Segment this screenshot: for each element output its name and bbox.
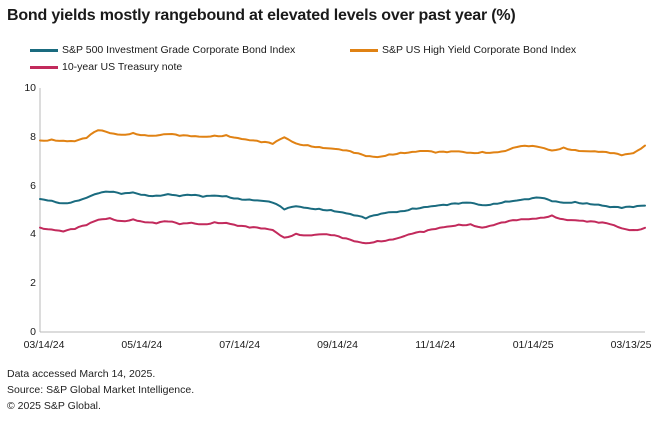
series-line-0 [39,190,646,220]
legend-label-hy-index: S&P US High Yield Corporate Bond Index [382,44,577,56]
legend-item-treasury: 10-year US Treasury note [30,60,182,74]
x-axis-tick-09/14/24: 09/14/24 [317,339,358,351]
legend-label-treasury: 10-year US Treasury note [62,61,183,73]
legend-line-swatch-orange [350,48,378,52]
footnote-data-accessed: Data accessed March 14, 2025. [7,368,156,380]
y-axis-tick-2: 2 [30,277,36,290]
legend-line-swatch-crimson [30,65,58,69]
series-line-1 [39,129,646,159]
x-axis-tick-07/14/24: 07/14/24 [219,339,261,351]
x-axis-tick-11/14/24: 11/14/24 [415,339,456,351]
y-axis-tick-4: 4 [30,228,36,241]
legend-line-swatch-teal [30,48,58,52]
legend-label-ig-index: S&P 500 Investment Grade Corporate Bond … [62,44,296,56]
chart-title: Bond yields mostly rangebound at elevate… [7,7,516,24]
legend-item-hy-index: S&P US High Yield Corporate Bond Index [350,43,576,57]
x-axis-tick-03/13/25: 03/13/25 [610,339,652,351]
footnote-source: Source: S&P Global Market Intelligence. [7,384,195,396]
y-axis-tick-6: 6 [30,179,36,192]
x-axis-tick-03/14/24: 03/14/24 [23,339,65,351]
y-axis-tick-8: 8 [30,130,36,143]
chart-footnotes: Data accessed March 14, 2025. Source: S&… [7,366,194,414]
y-axis-tick-0: 0 [30,326,36,338]
x-axis-tick-01/14/25: 01/14/25 [512,339,554,351]
series-line-2 [39,214,646,245]
y-axis-tick-10: 10 [24,82,36,94]
footnote-copyright: © 2025 S&P Global. [7,400,101,412]
x-axis-tick-05/14/24: 05/14/24 [121,339,163,351]
legend-item-ig-index: S&P 500 Investment Grade Corporate Bond … [30,43,295,57]
